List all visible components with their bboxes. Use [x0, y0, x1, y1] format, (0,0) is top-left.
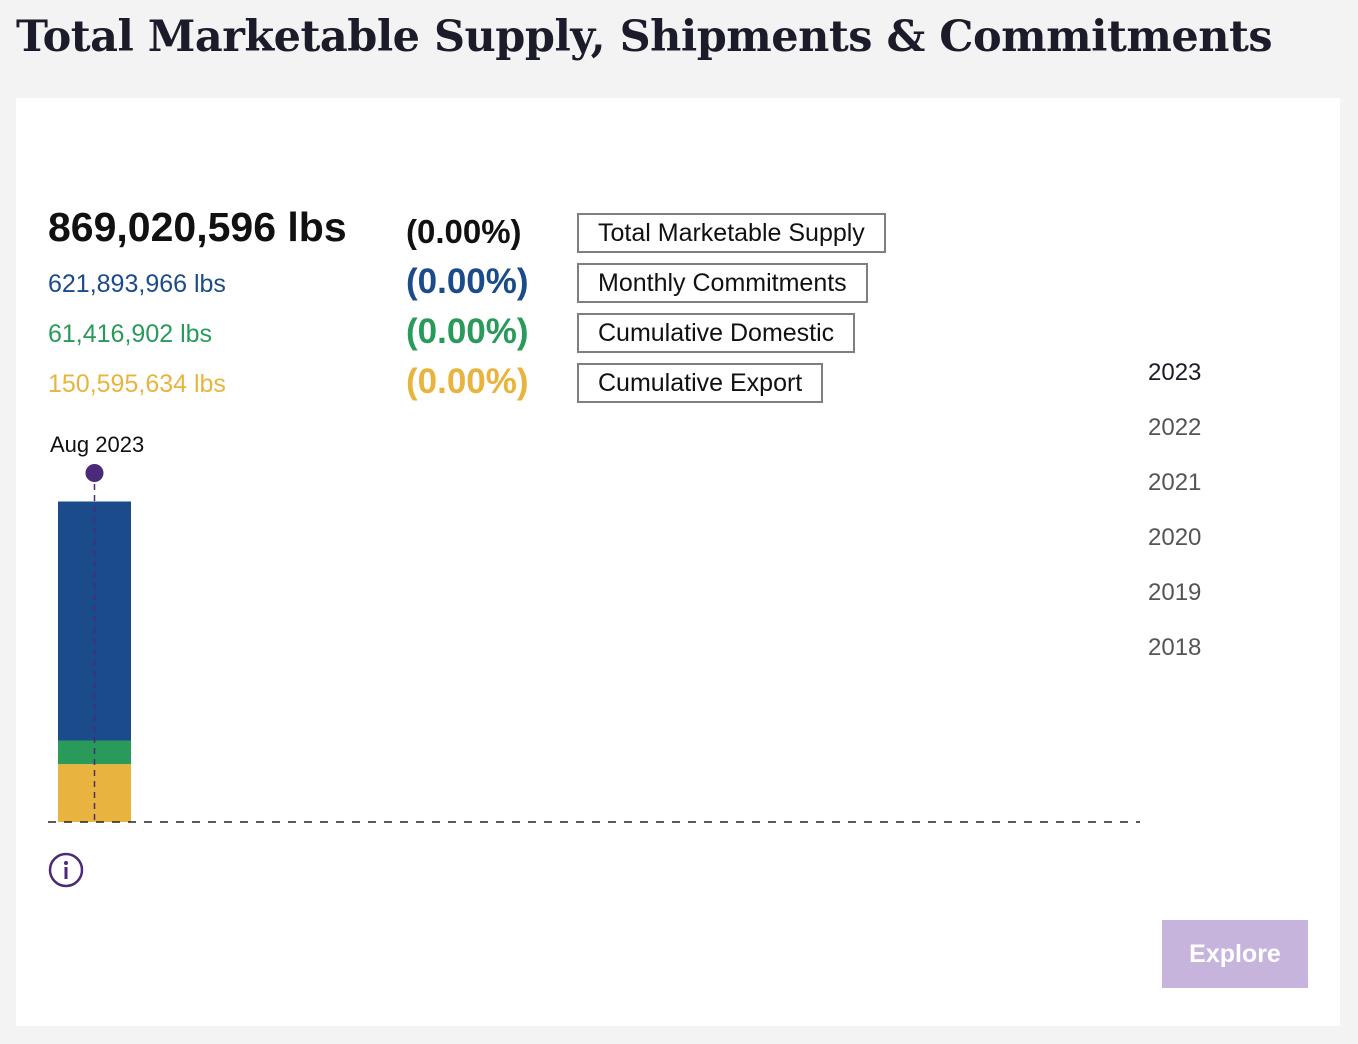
year-option-2019[interactable]: 2019 — [1148, 579, 1202, 606]
info-icon[interactable] — [47, 851, 85, 889]
year-option-2022[interactable]: 2022 — [1148, 414, 1202, 441]
monthly-commitments-value: 621,893,966 lbs — [48, 270, 226, 298]
page-title: Total Marketable Supply, Shipments & Com… — [16, 12, 1273, 62]
toggle-cumulative-export[interactable]: Cumulative Export — [577, 363, 824, 403]
toggle-total-marketable-supply[interactable]: Total Marketable Supply — [577, 213, 886, 253]
cumulative-export-change: (0.00%) — [406, 362, 529, 401]
cumulative-domestic-value: 61,416,902 lbs — [48, 320, 213, 348]
month-marker-dot[interactable] — [85, 464, 104, 482]
monthly-commitments-change: (0.00%) — [406, 262, 529, 301]
explore-button[interactable]: Explore — [1162, 920, 1308, 988]
total-supply-value: 869,020,596 lbs — [48, 204, 347, 250]
year-option-2023[interactable]: 2023 — [1148, 359, 1202, 386]
cumulative-export-value: 150,595,634 lbs — [48, 370, 226, 398]
year-option-2018[interactable]: 2018 — [1148, 634, 1202, 661]
cumulative-domestic-change: (0.00%) — [406, 312, 529, 351]
year-option-2020[interactable]: 2020 — [1148, 524, 1202, 551]
stacked-bar-chart — [48, 464, 1140, 823]
chart-card: 869,020,596 lbs 621,893,966 lbs 61,416,9… — [16, 98, 1340, 1026]
toggle-cumulative-domestic[interactable]: Cumulative Domestic — [577, 313, 856, 353]
bar-month-label: Aug 2023 — [50, 432, 145, 457]
toggle-monthly-commitments[interactable]: Monthly Commitments — [577, 263, 868, 303]
year-option-2021[interactable]: 2021 — [1148, 469, 1202, 496]
total-supply-change: (0.00%) — [406, 213, 522, 250]
